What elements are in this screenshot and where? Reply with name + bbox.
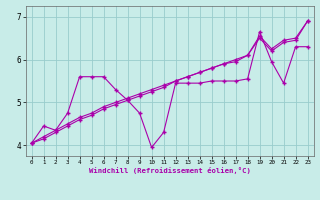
X-axis label: Windchill (Refroidissement éolien,°C): Windchill (Refroidissement éolien,°C) — [89, 167, 251, 174]
